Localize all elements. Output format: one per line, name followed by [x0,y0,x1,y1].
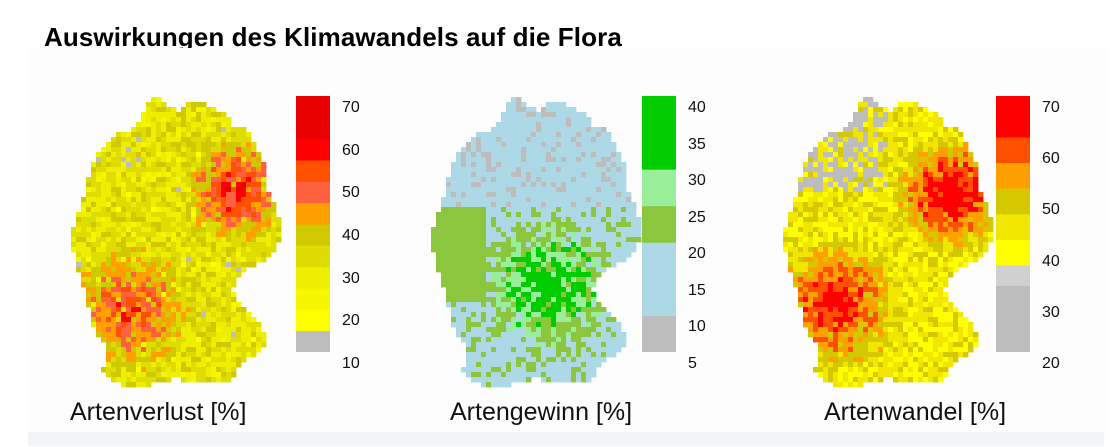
legend-tick-label: 30 [1042,303,1060,321]
legend-swatch-0 [996,285,1030,352]
legend-bar-artengewinn [642,96,676,352]
map-panel-artengewinn: 40 35 30 25 20 15 10 5 Artengewinn [%] [388,48,748,438]
legend-tick-label: 10 [688,318,706,336]
legend-swatch-5 [296,224,330,246]
legend-ticks-artenwandel: 70 60 50 40 30 20 [1042,96,1102,416]
legend-swatch-2 [642,205,676,243]
legend-tick-label: 50 [342,184,360,202]
legend-ticks-artenverlust: 70 60 50 40 30 20 10 [342,96,402,416]
legend-tick-label: 15 [688,281,706,299]
legend-swatch-7 [296,181,330,204]
legend-tick-label: 40 [1042,252,1060,270]
legend-ticks-artengewinn: 40 35 30 25 20 15 10 5 [688,96,748,416]
caption-artengewinn: Artengewinn [%] [450,398,633,426]
legend-tick-label: 20 [342,312,360,330]
legend-tick-label: 50 [1042,201,1060,219]
legend-tick-label: 40 [688,99,706,116]
legend-swatch-4 [296,245,330,268]
legend-tick-label: 60 [1042,150,1060,168]
legend-tick-label: 60 [342,141,360,159]
legend-swatch-10 [296,96,330,140]
legend-tick-label: 70 [342,99,360,116]
legend-swatch-6 [296,202,330,225]
map-artengewinn [431,97,642,388]
legend-tick-label: 70 [1042,99,1060,116]
legend-bar-artenverlust [296,96,330,352]
legend-tick-label: 35 [688,135,706,153]
legend-swatch-3 [642,169,676,207]
legend-swatch-6 [996,136,1030,164]
page-title: Auswirkungen des Klimawandels auf die Fl… [44,22,622,52]
legend-swatch-7 [996,96,1030,138]
legend-swatch-4 [996,188,1030,215]
map-panel-artenwandel: 70 60 50 40 30 20 Artenwandel [%] [748,48,1108,438]
legend-swatch-1 [642,242,676,316]
legend-swatch-9 [296,138,330,161]
legend-tick-label: 30 [342,269,360,287]
legend-swatch-0 [642,315,676,352]
map-artenverlust [71,97,282,388]
legend-tick-label: 25 [688,208,706,226]
legend-tick-label: 10 [342,355,360,372]
legend-tick-label: 20 [1042,355,1060,372]
legend-tick-label: 20 [688,245,706,263]
caption-artenwandel: Artenwandel [%] [824,398,1007,426]
footer-strip [28,432,1104,446]
legend-swatch-3 [296,266,330,289]
legend-swatch-2 [996,239,1030,266]
legend-swatch-2 [296,288,330,310]
legend-swatch-5 [996,162,1030,189]
legend-swatch-0 [296,330,330,352]
caption-artenverlust: Artenverlust [%] [70,398,247,426]
legend-swatch-4 [642,96,676,170]
legend-swatch-8 [296,160,330,182]
map-artenwandel [783,97,994,388]
legend-swatch-3 [996,213,1030,240]
legend-tick-label: 5 [688,355,697,372]
legend-bar-artenwandel [996,96,1030,352]
map-panel-artenverlust: 70 60 50 40 30 20 10 Artenverlust [%] [28,48,388,438]
legend-swatch-1 [296,309,330,332]
legend-tick-label: 40 [342,227,360,244]
legend-swatch-1 [996,264,1030,286]
legend-tick-label: 30 [688,172,706,190]
